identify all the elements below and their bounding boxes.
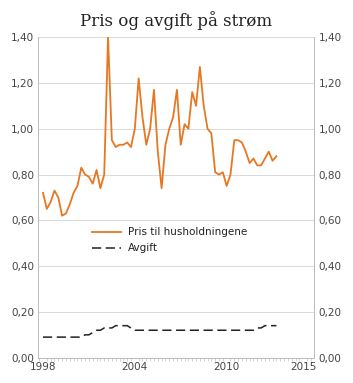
Pris til husholdningene — [60, 213, 64, 218]
Pris til husholdningene — [64, 211, 68, 216]
Line: Avgift: Avgift — [43, 326, 276, 337]
Pris til husholdningene — [163, 142, 168, 147]
Avgift — [114, 323, 118, 328]
Title: Pris og avgift på strøm: Pris og avgift på strøm — [80, 11, 272, 30]
Avgift — [186, 328, 191, 332]
Legend: Pris til husholdningene, Avgift: Pris til husholdningene, Avgift — [88, 223, 251, 258]
Avgift — [247, 328, 252, 332]
Avgift — [160, 328, 164, 332]
Avgift — [274, 323, 279, 328]
Pris til husholdningene — [110, 138, 114, 142]
Pris til husholdningene — [274, 154, 279, 159]
Pris til husholdningene — [91, 182, 95, 186]
Pris til husholdningene — [41, 191, 45, 195]
Pris til husholdningene — [190, 90, 195, 94]
Avgift — [87, 332, 91, 337]
Avgift — [60, 335, 64, 339]
Line: Pris til husholdningene: Pris til husholdningene — [43, 37, 276, 216]
Avgift — [102, 326, 106, 330]
Avgift — [41, 335, 45, 339]
Pris til husholdningene — [251, 156, 256, 161]
Pris til husholdningene — [106, 35, 110, 39]
